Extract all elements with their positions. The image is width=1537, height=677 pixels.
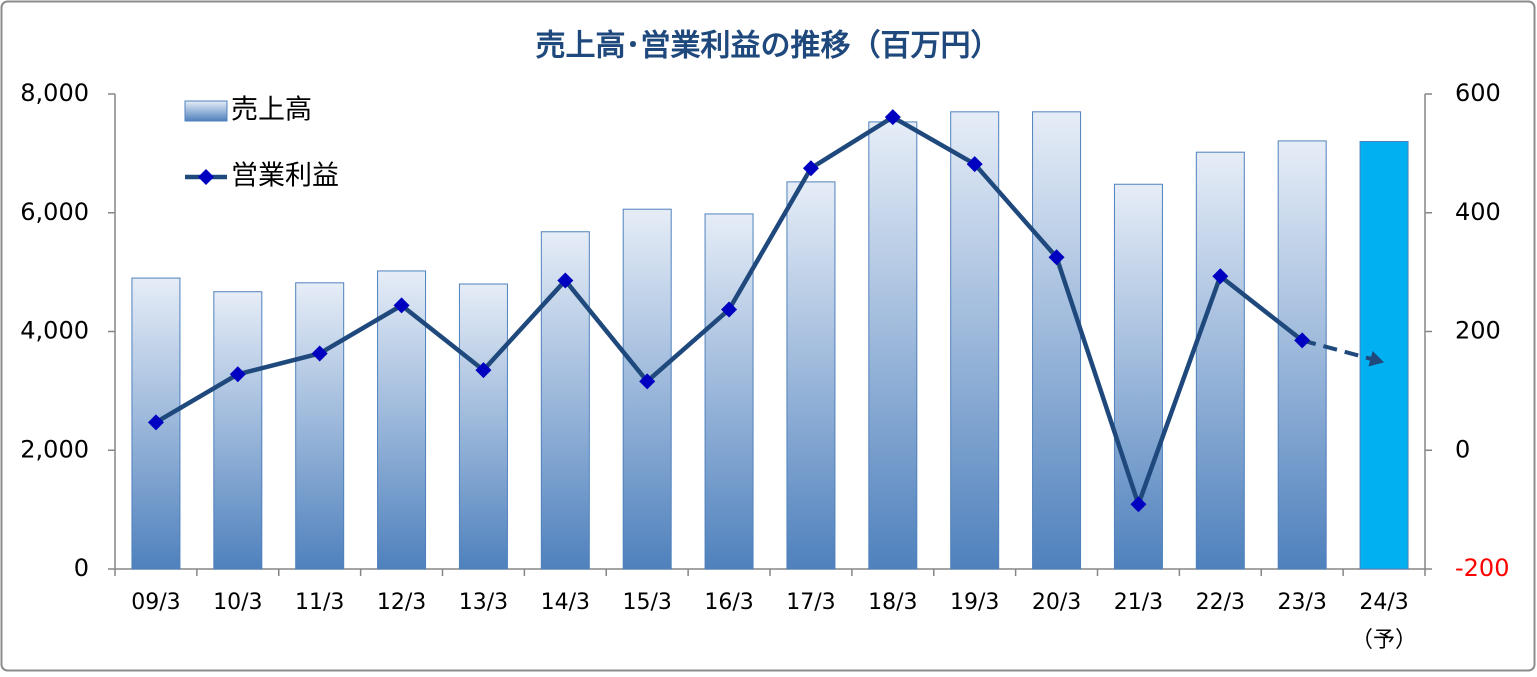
x-tick-label: 21/3 [1114,590,1163,615]
marker [147,414,164,431]
bar [1277,140,1327,570]
marker [802,160,819,177]
forecast-arrow [1368,351,1385,367]
marker [884,109,901,126]
y-tick-label: 4,000 [20,317,89,345]
marker [721,301,738,318]
chart-title: 売上高･営業利益の推移（百万円） [536,29,1001,64]
y-tick-label: 2,000 [20,435,89,463]
bar [786,181,836,570]
bar [1032,111,1082,570]
marker [229,366,246,383]
x-tick-label: 24/3 [1359,590,1408,615]
forecast-label: （予） [1351,628,1417,653]
x-tick-label: 17/3 [786,590,835,615]
marker [1212,268,1229,285]
x-tick-label: 15/3 [622,590,671,615]
y-tick-label: 6,000 [20,198,89,226]
marker [639,373,656,390]
forecast-line [1301,338,1373,362]
y2-tick-label: -200 [1455,554,1509,582]
marker [966,156,983,173]
x-tick-label: 18/3 [868,590,917,615]
y2-tick-label: 200 [1455,317,1501,345]
x-tick-label: 14/3 [541,590,590,615]
bar [704,213,754,570]
x-tick-label: 12/3 [377,590,426,615]
x-tick-label: 16/3 [704,590,753,615]
bar [1195,151,1245,570]
y2-tick-label: 0 [1455,435,1470,463]
bar [213,291,263,570]
marker [1048,249,1065,266]
legend-label: 営業利益 [231,161,339,192]
x-tick-label: 19/3 [950,590,999,615]
bar [458,283,508,570]
x-tick-label: 10/3 [213,590,262,615]
x-tick-label: 22/3 [1196,590,1245,615]
marker [311,345,328,362]
marker [557,272,574,289]
x-tick-label: 09/3 [131,590,180,615]
x-tick-label: 23/3 [1277,590,1326,615]
x-tick-label: 11/3 [295,590,344,615]
marker [1294,332,1311,349]
legend-label: 売上高 [231,95,312,126]
marker [1130,496,1147,513]
bar [950,111,1000,570]
y2-tick-label: 400 [1455,198,1501,226]
legend-swatch [184,100,228,122]
bar [295,282,345,570]
y-tick-label: 8,000 [20,79,89,107]
bar [868,121,918,570]
x-tick-label: 20/3 [1032,590,1081,615]
legend-marker [198,169,214,185]
y-tick-label: 0 [74,554,89,582]
marker [393,297,410,314]
x-tick-label: 13/3 [459,590,508,615]
marker [475,362,492,379]
bar [1359,141,1409,570]
y2-tick-label: 600 [1455,79,1501,107]
